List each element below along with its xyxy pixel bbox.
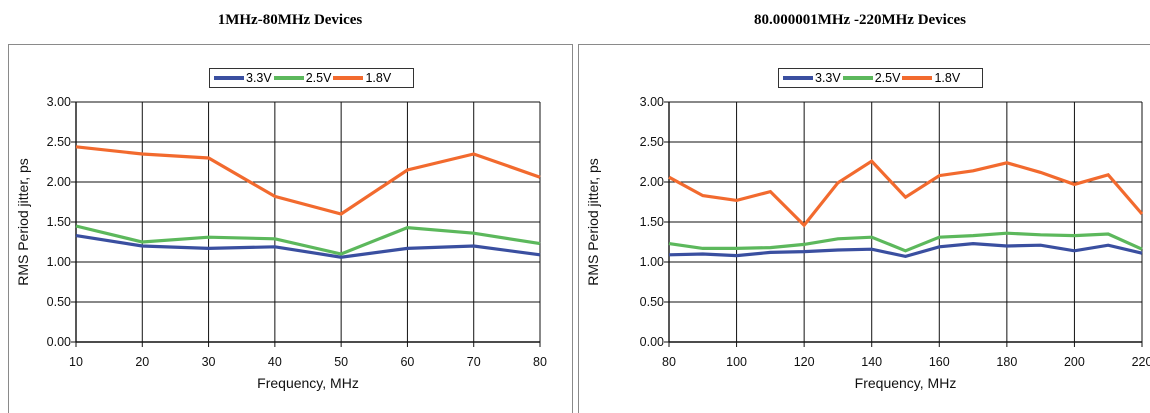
legend-swatch-1v8	[902, 76, 933, 80]
chart-title-right: 80.000001MHz -220MHz Devices	[753, 12, 967, 28]
tick-label-x: 40	[268, 355, 282, 369]
tick-label-y: 2.50	[47, 135, 71, 149]
tick-label-y: 0.00	[47, 335, 71, 349]
chart-right: 0.00 0.50 1.00 1.50 2.00 2.50 3.00 80 100 120 140 1…	[585, 95, 1150, 391]
legend-label: 2.5V	[874, 71, 901, 85]
tick-label-y: 1.00	[47, 255, 71, 269]
legend-swatch-3v3	[783, 76, 813, 80]
legend-label: 3.3V	[815, 71, 841, 85]
legend-item: 3.3V	[783, 71, 841, 85]
tick-label-x: 60	[400, 355, 414, 369]
tick-label-y: 0.50	[47, 295, 71, 309]
tick-label-x: 80	[533, 355, 547, 369]
legend-item: 1.8V	[902, 71, 960, 85]
tick-label-x: 50	[334, 355, 348, 369]
tick-label-y: 0.00	[640, 335, 664, 349]
legend-label: 2.5V	[305, 71, 332, 85]
tick-label-y: 1.50	[640, 215, 664, 229]
tick-label-x: 10	[69, 355, 83, 369]
y-axis-label: RMS Period jitter, ps	[585, 158, 601, 286]
y-axis-label: RMS Period jitter, ps	[15, 158, 31, 286]
tick-label-x: 140	[861, 355, 882, 369]
legend-item: 3.3V	[214, 71, 272, 85]
series-line-1-8V	[75, 145, 541, 216]
tick-label-y: 3.00	[640, 95, 664, 109]
tick-label-y: 2.50	[640, 135, 664, 149]
tick-label-y: 0.50	[640, 295, 664, 309]
tick-label-y: 1.00	[640, 255, 664, 269]
chart-frame-right	[578, 44, 1150, 413]
legend-label: 1.8V	[934, 71, 961, 85]
tick-label-x: 120	[794, 355, 815, 369]
legend-swatch-2v5	[842, 76, 873, 80]
tick-label-x: 30	[202, 355, 216, 369]
legend-swatch-2v5	[273, 76, 304, 80]
legend-swatch-1v8	[333, 76, 364, 80]
legend-item: 2.5V	[842, 71, 901, 85]
chart-title-left: 1MHz-80MHz Devices	[217, 12, 363, 28]
legend-label: 1.8V	[365, 71, 392, 85]
x-axis-label: Frequency, MHz	[855, 375, 957, 391]
chart-left: 0.00 0.50 1.00 1.50 2.00 2.50 3.00 10 20 30 40 50 60…	[15, 95, 547, 391]
tick-label-x: 80	[662, 355, 676, 369]
tick-label-y: 2.00	[47, 175, 71, 189]
tick-label-y: 3.00	[47, 95, 71, 109]
series-line-2-5V	[75, 224, 541, 256]
tick-label-y: 1.50	[47, 215, 71, 229]
x-axis-label: Frequency, MHz	[257, 375, 359, 391]
legend-label: 3.3V	[246, 71, 272, 85]
legend-item: 1.8V	[333, 71, 391, 85]
tick-label-x: 200	[1064, 355, 1085, 369]
legend-right: 3.3V 2.5V 1.8V	[778, 68, 983, 88]
tick-label-x: 70	[467, 355, 481, 369]
chart-frame-left	[8, 44, 573, 413]
tick-label-x: 180	[996, 355, 1017, 369]
series-line-3-3V	[75, 234, 541, 259]
tick-label-y: 2.00	[640, 175, 664, 189]
tick-label-x: 100	[726, 355, 747, 369]
tick-label-x: 20	[135, 355, 149, 369]
tick-label-x: 160	[929, 355, 950, 369]
legend-item: 2.5V	[273, 71, 332, 85]
tick-label-x: 220	[1132, 355, 1150, 369]
legend-left: 3.3V 2.5V 1.8V	[209, 68, 414, 88]
legend-swatch-3v3	[214, 76, 244, 80]
